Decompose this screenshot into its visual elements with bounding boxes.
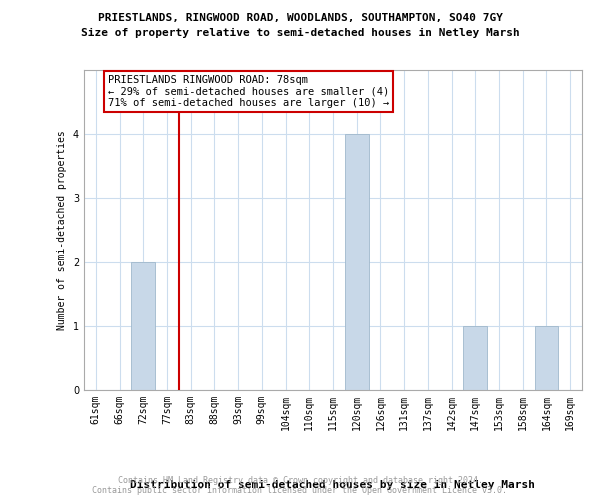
Y-axis label: Number of semi-detached properties: Number of semi-detached properties <box>58 130 67 330</box>
Bar <box>463 326 487 390</box>
Text: Contains HM Land Registry data © Crown copyright and database right 2024.
Contai: Contains HM Land Registry data © Crown c… <box>92 476 508 495</box>
Text: Size of property relative to semi-detached houses in Netley Marsh: Size of property relative to semi-detach… <box>80 28 520 38</box>
Bar <box>535 326 558 390</box>
Bar <box>131 262 155 390</box>
X-axis label: Distribution of semi-detached houses by size in Netley Marsh: Distribution of semi-detached houses by … <box>131 480 536 490</box>
Bar <box>345 134 368 390</box>
Text: PRIESTLANDS RINGWOOD ROAD: 78sqm
← 29% of semi-detached houses are smaller (4)
7: PRIESTLANDS RINGWOOD ROAD: 78sqm ← 29% o… <box>108 75 389 108</box>
Text: PRIESTLANDS, RINGWOOD ROAD, WOODLANDS, SOUTHAMPTON, SO40 7GY: PRIESTLANDS, RINGWOOD ROAD, WOODLANDS, S… <box>97 12 503 22</box>
